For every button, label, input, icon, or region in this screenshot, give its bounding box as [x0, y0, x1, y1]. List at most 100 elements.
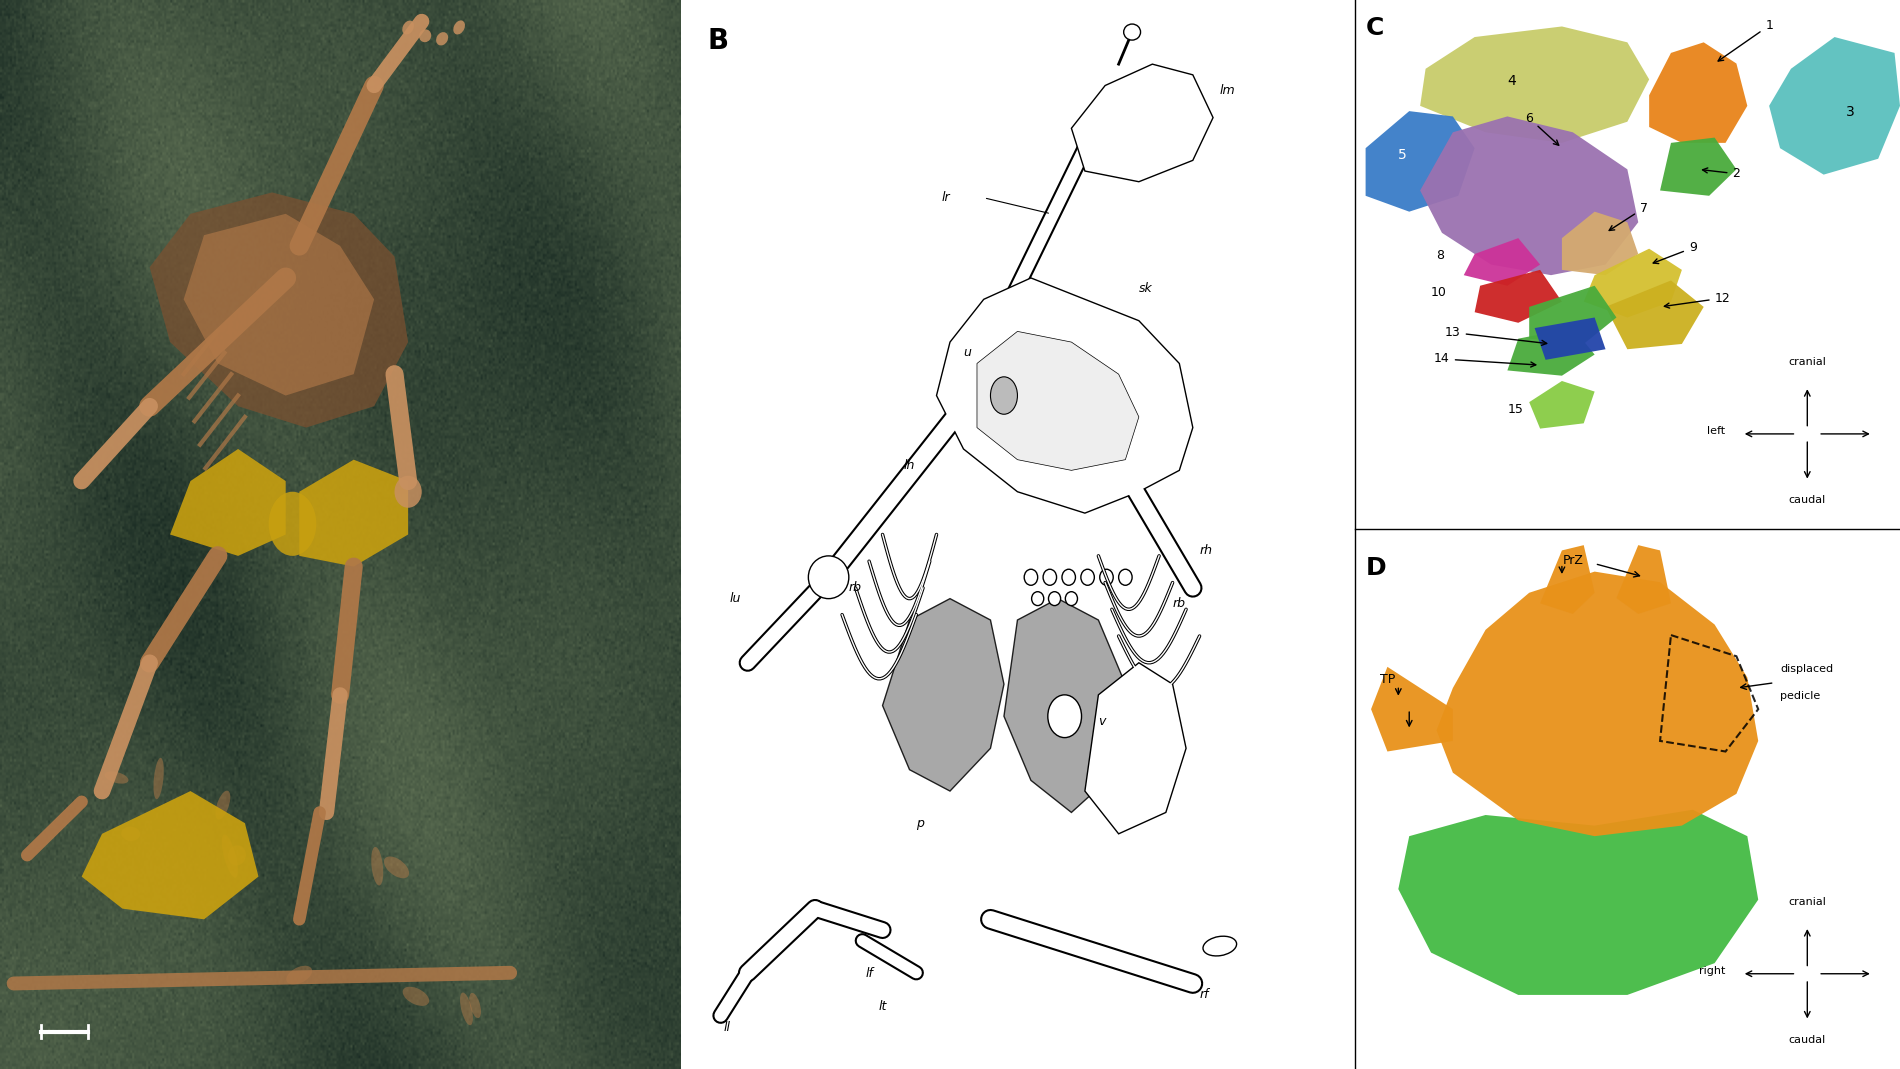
- Text: 12: 12: [1664, 292, 1731, 308]
- Text: 1: 1: [1718, 19, 1773, 61]
- Ellipse shape: [808, 556, 849, 599]
- Text: cranial: cranial: [1788, 357, 1826, 367]
- Text: 10: 10: [1431, 286, 1448, 299]
- Polygon shape: [1507, 328, 1594, 375]
- Polygon shape: [1541, 545, 1594, 614]
- Text: rb: rb: [849, 582, 863, 594]
- Polygon shape: [882, 599, 1003, 791]
- Ellipse shape: [1047, 695, 1081, 738]
- Text: 8: 8: [1436, 249, 1444, 262]
- Text: 15: 15: [1507, 403, 1524, 416]
- Ellipse shape: [1062, 569, 1075, 586]
- Polygon shape: [1366, 111, 1474, 212]
- Text: pedicle: pedicle: [1780, 691, 1820, 700]
- Polygon shape: [1398, 809, 1758, 995]
- Polygon shape: [1419, 117, 1638, 275]
- Ellipse shape: [460, 992, 473, 1025]
- Polygon shape: [1606, 280, 1704, 350]
- Polygon shape: [82, 791, 258, 919]
- Ellipse shape: [990, 377, 1018, 414]
- Text: caudal: caudal: [1788, 495, 1826, 505]
- Polygon shape: [1535, 317, 1606, 360]
- Text: 5: 5: [1398, 148, 1408, 161]
- Ellipse shape: [268, 492, 315, 556]
- Text: 6: 6: [1526, 111, 1558, 145]
- Ellipse shape: [403, 20, 414, 34]
- Polygon shape: [300, 460, 408, 567]
- Polygon shape: [1072, 64, 1212, 182]
- Ellipse shape: [1081, 569, 1094, 586]
- Text: rh: rh: [1199, 544, 1212, 557]
- Ellipse shape: [215, 791, 230, 820]
- Ellipse shape: [287, 965, 312, 985]
- Text: right: right: [1699, 965, 1725, 976]
- Ellipse shape: [370, 847, 384, 885]
- Text: 3: 3: [1845, 106, 1854, 120]
- Polygon shape: [1585, 249, 1682, 317]
- Ellipse shape: [437, 32, 448, 46]
- Text: 14: 14: [1434, 353, 1535, 367]
- Polygon shape: [1372, 667, 1454, 752]
- Text: rb: rb: [1172, 598, 1186, 610]
- Ellipse shape: [154, 758, 163, 800]
- Ellipse shape: [403, 987, 429, 1006]
- Polygon shape: [937, 278, 1193, 513]
- Ellipse shape: [384, 856, 408, 879]
- Ellipse shape: [1049, 591, 1060, 606]
- Polygon shape: [1530, 381, 1594, 429]
- Ellipse shape: [1066, 591, 1077, 606]
- Ellipse shape: [1203, 936, 1237, 956]
- Polygon shape: [1463, 238, 1541, 285]
- Text: 13: 13: [1446, 326, 1547, 345]
- Text: TP: TP: [1379, 672, 1395, 685]
- Polygon shape: [184, 214, 374, 396]
- Text: D: D: [1366, 556, 1387, 579]
- Polygon shape: [1436, 572, 1758, 836]
- Polygon shape: [1661, 138, 1737, 196]
- Ellipse shape: [222, 835, 238, 878]
- Text: 9: 9: [1653, 242, 1697, 264]
- Text: caudal: caudal: [1788, 1035, 1826, 1044]
- Polygon shape: [1530, 285, 1617, 344]
- Text: v: v: [1098, 715, 1106, 728]
- Polygon shape: [977, 331, 1138, 470]
- Polygon shape: [1003, 599, 1125, 812]
- Text: PrZ: PrZ: [1562, 554, 1583, 567]
- Ellipse shape: [1123, 24, 1140, 40]
- Polygon shape: [1769, 37, 1900, 174]
- Text: cranial: cranial: [1788, 897, 1826, 907]
- Text: C: C: [1366, 16, 1383, 40]
- Text: ll: ll: [724, 1021, 732, 1034]
- Ellipse shape: [228, 846, 245, 866]
- Text: 4: 4: [1507, 74, 1516, 88]
- Text: u: u: [963, 346, 971, 359]
- Text: lh: lh: [904, 459, 916, 471]
- Polygon shape: [1649, 43, 1748, 143]
- Ellipse shape: [122, 826, 141, 841]
- Polygon shape: [169, 449, 285, 556]
- Text: rf: rf: [1199, 988, 1208, 1001]
- Text: lu: lu: [730, 592, 741, 605]
- Ellipse shape: [395, 476, 422, 508]
- Polygon shape: [150, 192, 408, 428]
- Text: lf: lf: [864, 967, 872, 980]
- Text: sk: sk: [1138, 282, 1153, 295]
- Text: left: left: [1708, 425, 1725, 436]
- Polygon shape: [1562, 212, 1638, 275]
- Text: 7: 7: [1609, 202, 1647, 231]
- Polygon shape: [1617, 545, 1670, 614]
- Text: lm: lm: [1220, 84, 1235, 97]
- Polygon shape: [1419, 27, 1649, 143]
- Text: p: p: [916, 817, 923, 830]
- Text: displaced: displaced: [1780, 664, 1834, 675]
- Ellipse shape: [1119, 569, 1132, 586]
- Ellipse shape: [469, 993, 481, 1018]
- Ellipse shape: [1043, 569, 1056, 586]
- Polygon shape: [1474, 269, 1562, 323]
- Text: B: B: [707, 27, 728, 55]
- Ellipse shape: [454, 20, 466, 34]
- Polygon shape: [1085, 663, 1186, 834]
- Text: 2: 2: [1702, 167, 1740, 181]
- Ellipse shape: [1032, 591, 1043, 606]
- Ellipse shape: [104, 772, 129, 784]
